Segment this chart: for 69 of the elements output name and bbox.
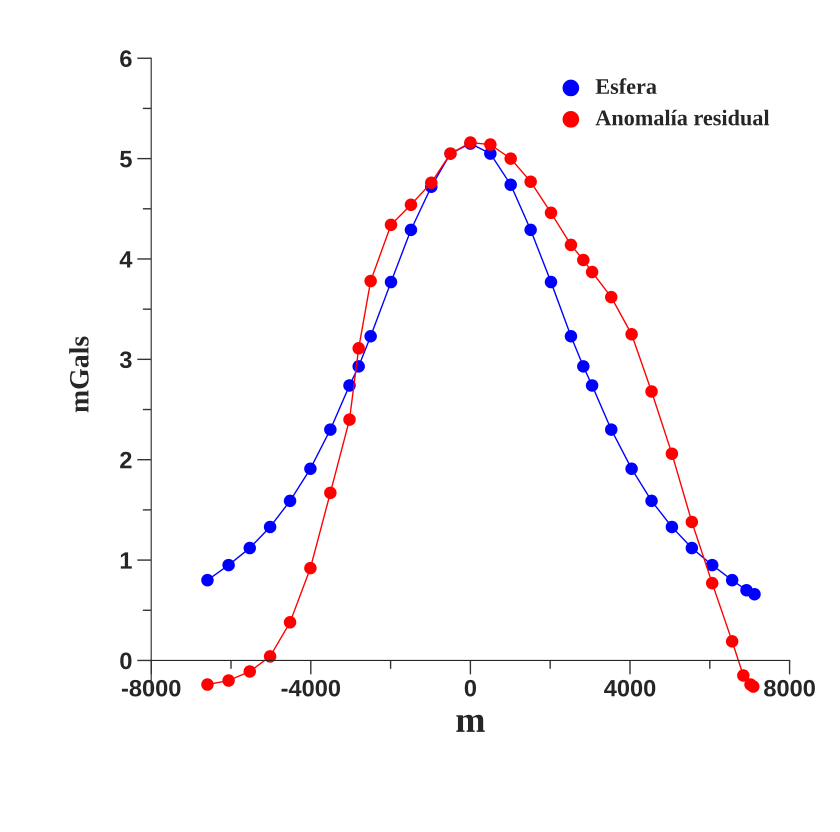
point (645, 494, 658, 508)
point (201, 574, 214, 586)
point (304, 562, 317, 574)
point (747, 680, 760, 693)
point (544, 206, 558, 220)
y-tick-label: 4 (120, 251, 132, 268)
point (244, 665, 256, 678)
point (504, 178, 517, 191)
point (706, 558, 718, 572)
point (586, 266, 598, 278)
point (264, 650, 276, 663)
point (577, 360, 590, 373)
point (222, 674, 235, 687)
y-tick-label: 2 (120, 452, 132, 468)
point (222, 558, 235, 572)
point (264, 520, 276, 534)
point (352, 342, 365, 355)
point (524, 175, 537, 188)
point (284, 494, 296, 508)
point (666, 520, 678, 534)
point (324, 486, 337, 500)
point (484, 138, 497, 151)
point (748, 588, 761, 600)
point (284, 616, 296, 629)
point (737, 669, 750, 682)
point (364, 330, 377, 343)
point (686, 516, 698, 528)
point (564, 330, 578, 343)
x-tick-label: 0 (464, 680, 476, 697)
y-tick-label: 3 (120, 351, 132, 368)
point (726, 635, 738, 648)
x-axis-title: m (456, 714, 485, 732)
point (384, 218, 398, 232)
legend-label: Esfera (596, 78, 657, 94)
x-tick-label: 8000 (764, 680, 815, 697)
point (604, 290, 618, 304)
point (586, 379, 598, 392)
point (604, 423, 618, 436)
y-axis-title: mGals (69, 336, 89, 412)
x-tick-label: 4000 (604, 680, 656, 697)
point (504, 152, 517, 165)
point (425, 176, 438, 189)
point (304, 462, 317, 475)
point (324, 423, 337, 436)
point (201, 678, 214, 691)
legend-label: Anomalía residual (596, 110, 770, 126)
y-tick-label: 6 (120, 50, 132, 68)
x-tick-label: -4000 (282, 680, 340, 697)
x-tick-label: -8000 (122, 680, 180, 697)
point (384, 276, 398, 288)
point (577, 254, 590, 266)
point (625, 462, 638, 475)
y-tick-label: 5 (120, 150, 132, 168)
point (524, 224, 537, 236)
point (343, 413, 356, 426)
point (706, 576, 718, 590)
point (404, 198, 418, 212)
point (666, 447, 678, 460)
point (726, 574, 738, 586)
point (244, 542, 256, 554)
point (645, 385, 658, 398)
point (544, 276, 558, 288)
y-tick-label: 1 (120, 552, 132, 569)
y-tick-label: 0 (120, 652, 132, 670)
point (404, 224, 418, 236)
point (625, 328, 638, 341)
point (364, 274, 377, 288)
point (564, 238, 578, 252)
point (686, 542, 698, 554)
